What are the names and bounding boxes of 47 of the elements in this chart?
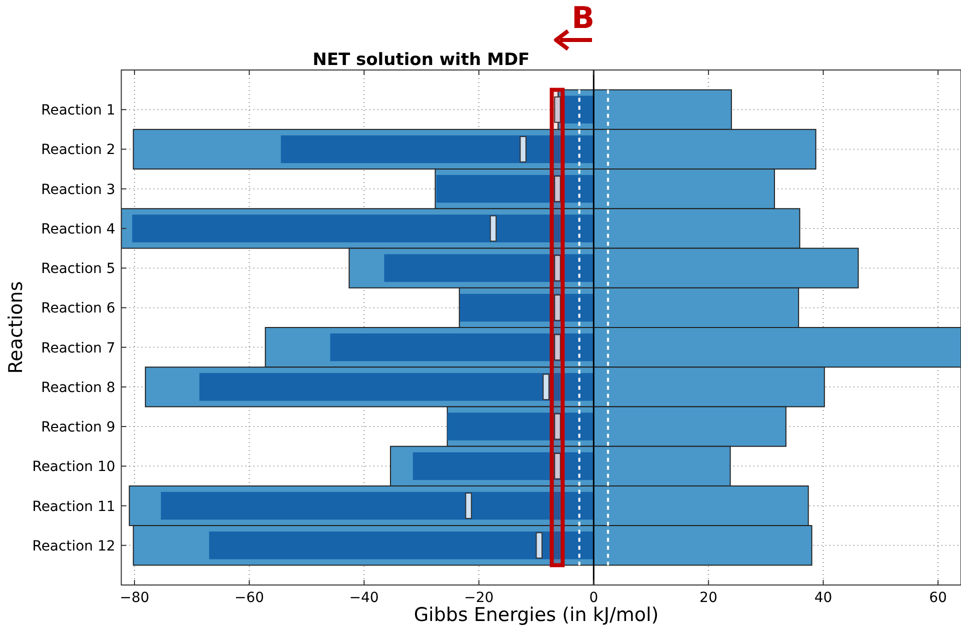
y-tick-label: Reaction 3 bbox=[41, 182, 116, 198]
bar bbox=[554, 294, 561, 321]
bar bbox=[209, 532, 594, 560]
bar bbox=[199, 373, 594, 401]
bar bbox=[536, 532, 543, 559]
bar bbox=[554, 452, 561, 480]
bar bbox=[160, 492, 594, 520]
bar bbox=[554, 334, 561, 360]
y-tick-label: Reaction 7 bbox=[41, 340, 116, 356]
x-tick-label: −80 bbox=[120, 590, 150, 606]
text: B bbox=[572, 1, 594, 36]
bar bbox=[490, 215, 497, 242]
bar bbox=[554, 96, 561, 123]
bar bbox=[280, 135, 594, 164]
y-tick-label: Reaction 11 bbox=[32, 498, 116, 515]
y-tick-label: Reaction 1 bbox=[41, 102, 116, 119]
x-tick-label: −40 bbox=[349, 590, 379, 606]
bar bbox=[447, 412, 594, 440]
y-tick-label: Reaction 4 bbox=[41, 221, 116, 238]
x-tick-label: 20 bbox=[700, 590, 718, 606]
x-tick-label: 60 bbox=[929, 590, 947, 606]
bar bbox=[465, 492, 472, 519]
bar bbox=[330, 333, 594, 362]
bar bbox=[132, 214, 594, 242]
bar bbox=[542, 374, 550, 400]
bar bbox=[384, 254, 594, 282]
x-tick-label: −20 bbox=[464, 590, 494, 606]
y-axis-title: Reactions bbox=[5, 281, 27, 374]
y-tick-label: Reaction 6 bbox=[41, 300, 116, 317]
y-tick-label: Reaction 2 bbox=[41, 142, 116, 158]
x-tick-label: −60 bbox=[234, 590, 264, 606]
x-tick-label: 40 bbox=[814, 590, 832, 606]
y-tick-label: Reaction 5 bbox=[41, 261, 116, 278]
y-tick-label: Reaction 8 bbox=[41, 380, 116, 396]
x-axis-title: Gibbs Energies (in kJ/mol) bbox=[414, 604, 659, 626]
chart-title: NET solution with MDF bbox=[312, 50, 530, 70]
bar bbox=[520, 136, 526, 162]
x-tick-label: 0 bbox=[589, 590, 598, 606]
bar bbox=[460, 294, 594, 322]
bar bbox=[436, 174, 594, 203]
y-tick-label: Reaction 9 bbox=[41, 420, 116, 436]
bar bbox=[554, 413, 561, 440]
bar bbox=[554, 176, 561, 202]
bar bbox=[412, 452, 594, 480]
y-tick-label: Reaction 12 bbox=[32, 538, 116, 554]
bar bbox=[554, 254, 561, 282]
y-tick-label: Reaction 10 bbox=[32, 459, 116, 476]
